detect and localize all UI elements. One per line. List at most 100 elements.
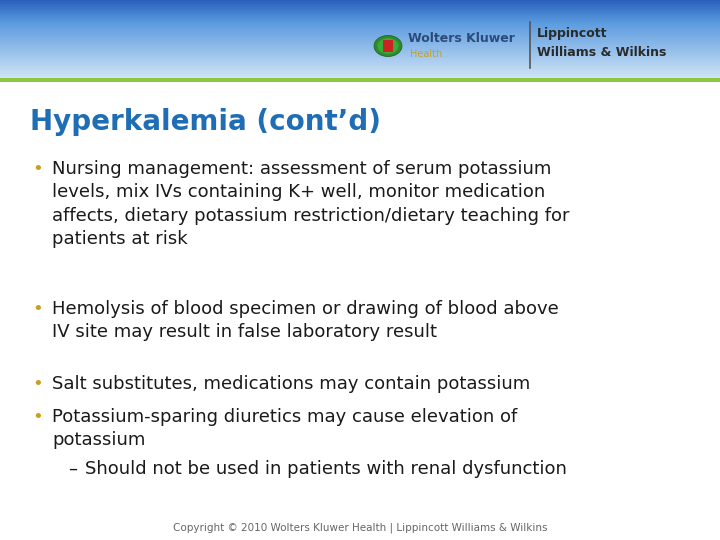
Bar <box>0 38 720 39</box>
Bar <box>0 14 720 15</box>
Bar <box>0 78 720 82</box>
Bar <box>0 56 720 57</box>
Bar <box>0 9 720 10</box>
Bar <box>0 67 720 68</box>
Bar <box>0 18 720 19</box>
Text: Lippincott: Lippincott <box>537 28 608 40</box>
Bar <box>0 77 720 78</box>
Text: Health: Health <box>410 49 442 59</box>
Bar <box>0 16 720 17</box>
Bar <box>0 22 720 23</box>
Bar <box>0 25 720 26</box>
Bar <box>0 60 720 61</box>
Bar <box>0 20 720 21</box>
Bar <box>0 39 720 40</box>
Bar <box>0 68 720 70</box>
Bar <box>0 2 720 3</box>
Bar <box>383 40 393 52</box>
Text: Should not be used in patients with renal dysfunction: Should not be used in patients with rena… <box>85 460 567 478</box>
Bar <box>0 16 720 17</box>
Bar <box>0 44 720 45</box>
Bar <box>0 5 720 6</box>
Bar <box>0 37 720 38</box>
Bar <box>0 4 720 5</box>
Bar <box>0 76 720 77</box>
Bar <box>0 23 720 25</box>
Text: Salt substitutes, medications may contain potassium: Salt substitutes, medications may contai… <box>52 375 530 393</box>
Bar <box>0 8 720 9</box>
Bar <box>0 54 720 56</box>
Bar <box>0 4 720 5</box>
Bar <box>0 53 720 55</box>
Bar <box>0 28 720 30</box>
Bar <box>0 56 720 57</box>
Bar <box>0 75 720 76</box>
Bar <box>0 11 720 12</box>
Bar <box>0 45 720 46</box>
Bar <box>0 58 720 59</box>
Bar <box>0 70 720 71</box>
Bar <box>0 10 720 11</box>
Bar <box>0 75 720 76</box>
Bar <box>0 65 720 66</box>
Bar <box>0 6 720 8</box>
Bar <box>0 72 720 73</box>
Bar <box>0 28 720 29</box>
Bar <box>0 2 720 3</box>
Text: Nursing management: assessment of serum potassium
levels, mix IVs containing K+ : Nursing management: assessment of serum … <box>52 160 570 248</box>
Bar <box>0 12 720 13</box>
Bar <box>0 46 720 48</box>
Bar <box>0 65 720 66</box>
Bar <box>0 8 720 9</box>
Text: Potassium-sparing diuretics may cause elevation of
potassium: Potassium-sparing diuretics may cause el… <box>52 408 517 449</box>
Bar <box>0 58 720 59</box>
Bar <box>0 24 720 25</box>
Bar <box>0 0 720 1</box>
Bar <box>0 63 720 64</box>
Bar <box>0 47 720 49</box>
Bar <box>0 51 720 52</box>
Bar <box>0 23 720 24</box>
Bar <box>0 42 720 43</box>
Bar <box>0 21 720 22</box>
Bar <box>0 71 720 72</box>
Bar <box>0 44 720 45</box>
Bar <box>0 61 720 63</box>
Bar <box>0 1 720 2</box>
Bar <box>0 17 720 18</box>
Bar <box>0 39 720 40</box>
Bar <box>0 10 720 11</box>
Bar <box>0 59 720 60</box>
Bar <box>0 53 720 54</box>
Bar <box>0 21 720 23</box>
Bar <box>0 66 720 68</box>
Bar <box>0 15 720 16</box>
Bar <box>0 30 720 32</box>
Bar <box>0 77 720 78</box>
Bar <box>0 37 720 38</box>
Bar <box>0 52 720 53</box>
Circle shape <box>374 36 402 57</box>
Bar <box>0 43 720 44</box>
Bar <box>0 50 720 51</box>
Text: Wolters Kluwer: Wolters Kluwer <box>408 31 515 44</box>
Bar <box>0 12 720 14</box>
Circle shape <box>377 38 398 54</box>
Bar <box>0 41 720 42</box>
Bar <box>0 73 720 75</box>
Text: •: • <box>32 300 42 318</box>
Text: •: • <box>32 160 42 178</box>
Text: Williams & Wilkins: Williams & Wilkins <box>537 45 667 58</box>
Bar <box>0 42 720 44</box>
Bar <box>0 48 720 49</box>
Bar <box>0 51 720 52</box>
Bar <box>0 63 720 64</box>
Bar <box>0 29 720 30</box>
Bar <box>0 62 720 63</box>
Bar <box>0 32 720 33</box>
Text: Hemolysis of blood specimen or drawing of blood above
IV site may result in fals: Hemolysis of blood specimen or drawing o… <box>52 300 559 341</box>
Bar <box>0 36 720 37</box>
Bar <box>0 72 720 73</box>
Bar <box>0 82 720 540</box>
Bar <box>0 74 720 75</box>
